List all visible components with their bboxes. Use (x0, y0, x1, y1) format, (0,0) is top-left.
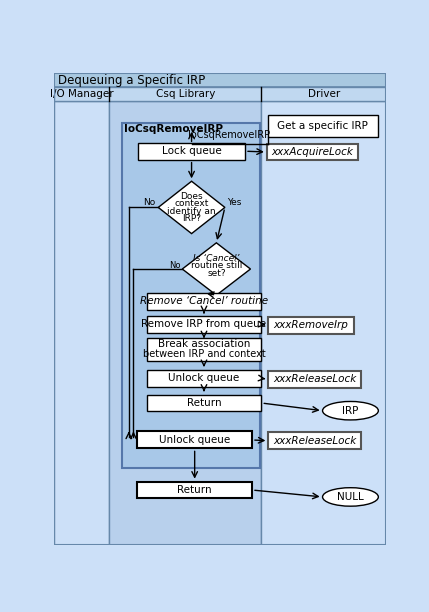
Text: Break association: Break association (158, 340, 250, 349)
FancyBboxPatch shape (54, 101, 109, 545)
Text: xxxAcquireLock: xxxAcquireLock (272, 147, 353, 157)
Text: Does: Does (180, 192, 203, 201)
FancyBboxPatch shape (122, 123, 260, 468)
Text: Yes: Yes (227, 198, 242, 207)
Polygon shape (158, 181, 225, 234)
FancyBboxPatch shape (261, 101, 386, 545)
Text: No: No (143, 198, 155, 207)
Text: Get a specific IRP: Get a specific IRP (277, 121, 368, 131)
Text: No: No (169, 261, 181, 270)
FancyBboxPatch shape (147, 370, 261, 387)
FancyBboxPatch shape (268, 371, 361, 387)
FancyBboxPatch shape (137, 482, 252, 499)
Text: Dequeuing a Specific IRP: Dequeuing a Specific IRP (57, 74, 205, 87)
Text: Unlock queue: Unlock queue (159, 435, 230, 445)
FancyBboxPatch shape (138, 143, 245, 160)
Text: IRP?: IRP? (182, 214, 201, 223)
Text: IoCsqRemoveIRP: IoCsqRemoveIRP (124, 124, 223, 134)
Text: context: context (174, 199, 209, 208)
Ellipse shape (323, 401, 378, 420)
FancyBboxPatch shape (137, 431, 252, 449)
FancyBboxPatch shape (54, 88, 386, 101)
FancyBboxPatch shape (268, 432, 361, 449)
Text: routine still: routine still (190, 261, 242, 271)
Text: Return: Return (177, 485, 212, 495)
Text: identify an: identify an (167, 207, 216, 216)
Text: xxxRemoveIrp: xxxRemoveIrp (274, 320, 348, 330)
Text: IRP: IRP (342, 406, 359, 416)
FancyBboxPatch shape (147, 316, 261, 333)
Text: IoCsqRemoveIRP: IoCsqRemoveIRP (188, 130, 271, 140)
Text: Lock queue: Lock queue (162, 146, 221, 156)
FancyBboxPatch shape (268, 115, 378, 136)
FancyBboxPatch shape (268, 317, 353, 334)
FancyBboxPatch shape (109, 101, 261, 545)
Text: Remove IRP from queue: Remove IRP from queue (142, 319, 266, 329)
FancyBboxPatch shape (147, 293, 261, 310)
FancyBboxPatch shape (147, 338, 261, 362)
Text: Remove ‘Cancel’ routine: Remove ‘Cancel’ routine (140, 296, 268, 307)
FancyBboxPatch shape (147, 395, 261, 411)
Ellipse shape (323, 488, 378, 506)
Text: set?: set? (207, 269, 226, 278)
FancyBboxPatch shape (267, 143, 358, 160)
Text: xxxReleaseLock: xxxReleaseLock (273, 436, 356, 446)
Text: I/O Manager: I/O Manager (50, 89, 113, 99)
Text: xxxReleaseLock: xxxReleaseLock (273, 374, 356, 384)
Polygon shape (182, 243, 251, 295)
Text: NULL: NULL (337, 492, 364, 502)
FancyBboxPatch shape (54, 73, 386, 88)
Text: between IRP and context: between IRP and context (142, 349, 266, 359)
Text: Is ‘Cancel’: Is ‘Cancel’ (193, 254, 240, 263)
Text: Unlock queue: Unlock queue (168, 373, 240, 383)
Text: Csq Library: Csq Library (156, 89, 215, 99)
Text: Return: Return (187, 398, 221, 408)
Text: Driver: Driver (308, 89, 340, 99)
